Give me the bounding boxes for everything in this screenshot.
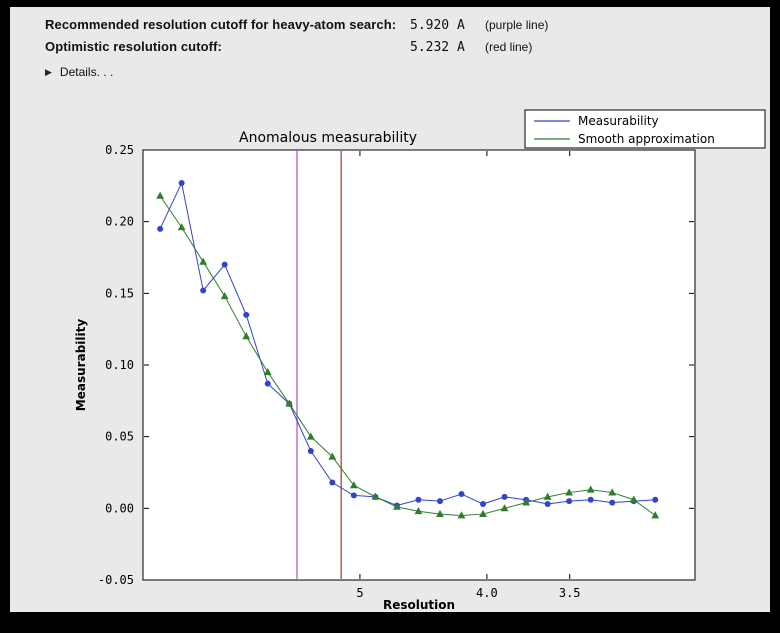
plot-area (142, 149, 696, 581)
y-axis-label: Measurability (74, 319, 88, 412)
chart-title: Anomalous measurability (239, 130, 417, 146)
series-line (159, 195, 656, 517)
data-point-circle (436, 498, 443, 505)
data-point-triangle (156, 191, 165, 199)
legend-label: Smooth approximation (578, 132, 715, 146)
data-point-triangle (586, 485, 595, 493)
data-point-circle (415, 496, 422, 503)
data-point-circle (501, 493, 508, 500)
data-point-triangle (522, 498, 530, 506)
y-tick-label: 0.05 (105, 430, 134, 444)
data-point-triangle (500, 504, 509, 512)
x-axis-label: Resolution (383, 598, 455, 612)
data-point-triangle (263, 367, 272, 376)
data-point-triangle (328, 452, 337, 460)
optimistic-cutoff-label: Optimistic resolution cutoff: (45, 39, 222, 54)
data-point-circle (652, 496, 659, 503)
data-point-triangle (306, 432, 315, 440)
data-point-circle (200, 287, 207, 294)
recommended-cutoff-note: (purple line) (485, 18, 549, 32)
data-point-circle (480, 501, 487, 508)
data-point-circle (544, 501, 551, 508)
recommended-cutoff-value: 5.920 A (410, 18, 465, 33)
y-tick-label: 0.20 (105, 215, 134, 229)
data-point-triangle (608, 488, 617, 496)
data-point-triangle (457, 511, 466, 519)
data-point-triangle (199, 257, 208, 265)
legend-label: Measurability (578, 114, 659, 128)
data-point-triangle (479, 509, 487, 517)
data-point-triangle (349, 481, 358, 489)
data-point-triangle (242, 332, 251, 340)
details-label: Details. . . (59, 65, 114, 79)
optimistic-cutoff-value: 5.232 A (410, 40, 465, 55)
data-point-triangle (177, 223, 186, 231)
disclosure-triangle-icon: ▶ (45, 66, 52, 77)
data-point-circle (157, 225, 164, 232)
y-tick-label: 0.25 (105, 143, 134, 157)
recommended-cutoff-row: Recommended resolution cutoff for heavy-… (45, 17, 770, 33)
x-tick-label: 4.0 (476, 586, 498, 600)
recommended-cutoff-label: Recommended resolution cutoff for heavy-… (45, 17, 397, 32)
data-point-circle (307, 448, 314, 454)
data-point-circle (350, 492, 357, 499)
data-point-circle (178, 179, 185, 186)
data-point-circle (458, 491, 465, 497)
data-point-circle (221, 261, 228, 268)
data-point-circle (566, 498, 573, 505)
details-toggle[interactable]: ▶ Details. . . (10, 65, 140, 79)
y-tick-label: 0.15 (105, 286, 134, 300)
y-tick-label: 0.00 (105, 501, 134, 515)
y-tick-label: -0.05 (98, 573, 134, 587)
legend-box (524, 109, 766, 149)
y-tick-label: 0.10 (105, 358, 134, 372)
cutoff-summary: Recommended resolution cutoff for heavy-… (10, 7, 770, 55)
x-tick-label: 3.5 (559, 586, 581, 600)
data-point-triangle (543, 492, 552, 500)
x-tick-label: 5 (356, 586, 363, 600)
content-panel: Recommended resolution cutoff for heavy-… (10, 7, 770, 612)
measurability-chart: 0.25 0.20 0.15 0.10 0.05 0.00 -0.05 5 4.0 3.5 Anom… (74, 109, 766, 612)
optimistic-cutoff-note: (red line) (485, 40, 533, 54)
optimistic-cutoff-row: Optimistic resolution cutoff: 5.232 A (r… (45, 39, 770, 55)
data-point-triangle (436, 509, 444, 517)
data-point-triangle (371, 492, 380, 500)
data-point-circle (264, 380, 271, 387)
data-point-triangle (651, 511, 660, 519)
data-point-triangle (414, 507, 423, 515)
data-point-triangle (285, 399, 294, 407)
data-point-triangle (393, 502, 401, 510)
data-point-circle (587, 496, 594, 503)
data-point-triangle (629, 495, 638, 503)
data-point-circle (609, 499, 616, 506)
data-point-triangle (565, 488, 574, 496)
data-point-circle (329, 479, 336, 486)
data-point-triangle (220, 292, 229, 300)
data-point-circle (243, 311, 250, 318)
series-line (159, 181, 656, 506)
